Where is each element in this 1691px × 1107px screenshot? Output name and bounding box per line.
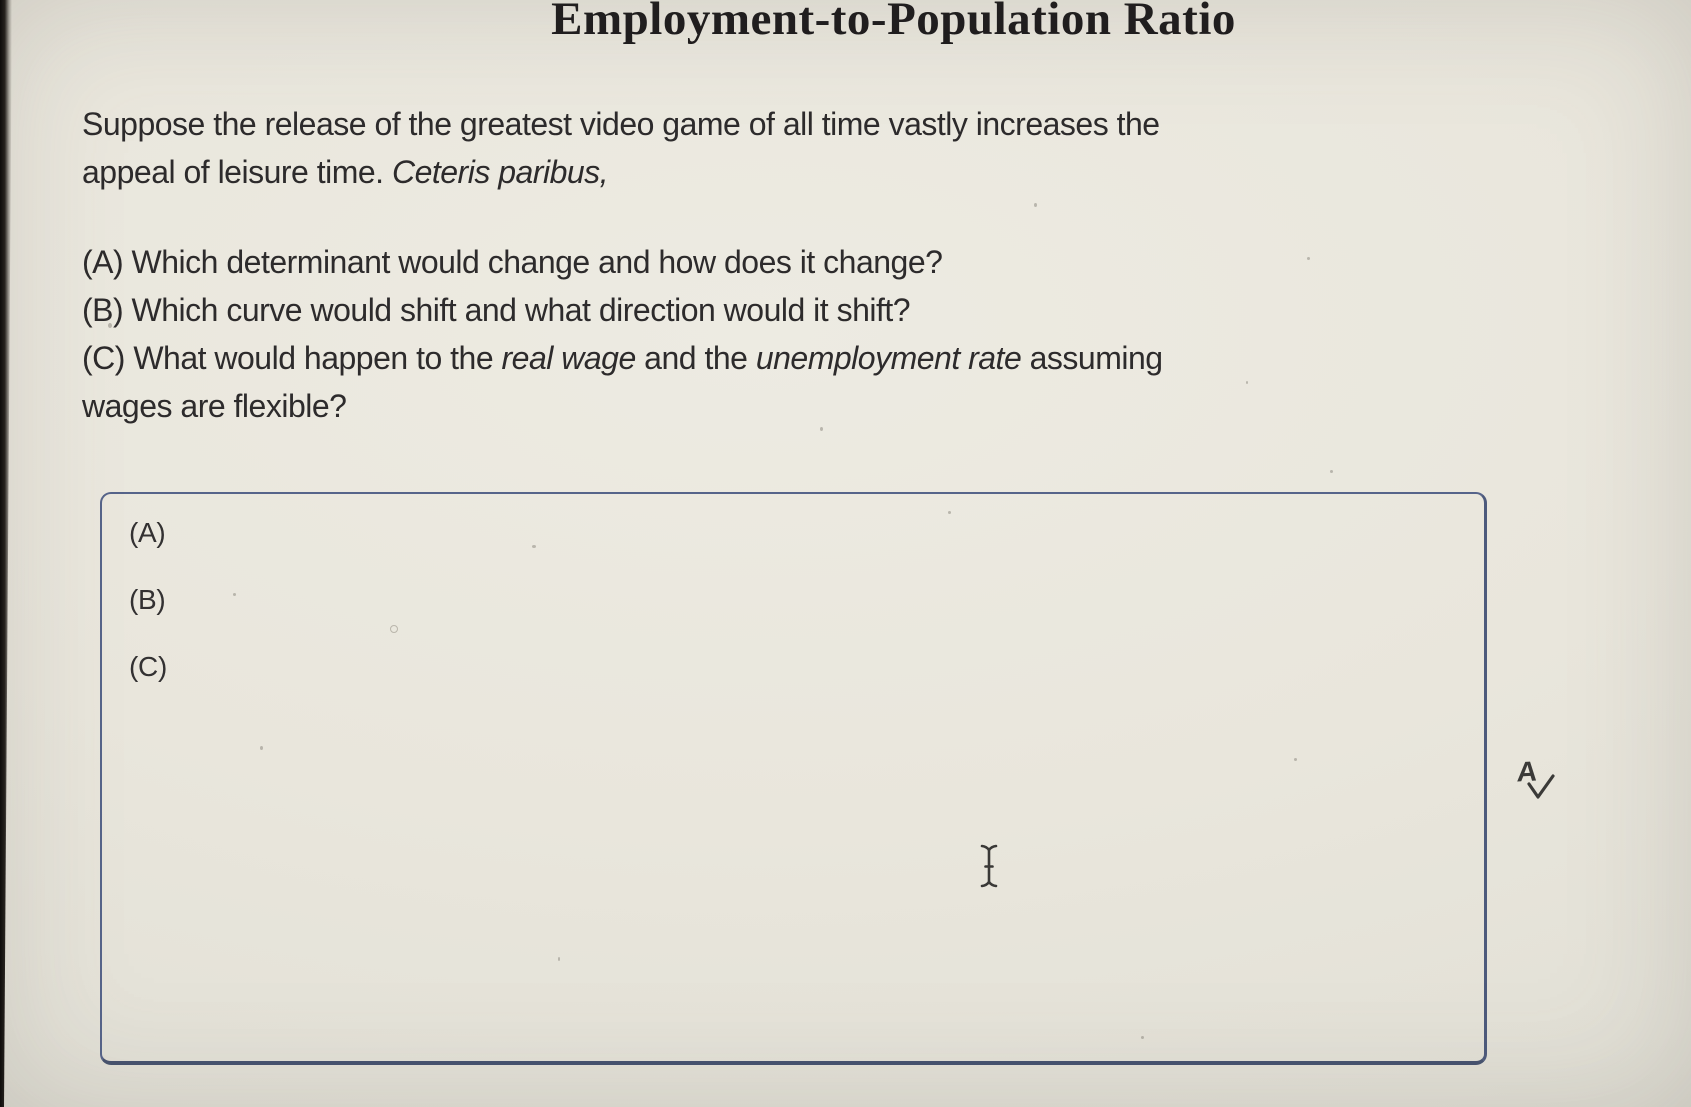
dust-speck (1294, 758, 1297, 761)
dust-speck (390, 625, 398, 633)
checkmark-icon (1526, 773, 1556, 806)
dust-speck (1330, 470, 1333, 473)
dust-speck (108, 323, 112, 328)
question-list: (A) Which determinant would change and h… (82, 238, 1163, 430)
dust-speck (1034, 203, 1037, 207)
prompt-line-2-italic: Ceteris paribus, (391, 154, 609, 190)
prompt-line-1: Suppose the release of the greatest vide… (82, 106, 1160, 142)
dust-speck (1141, 1036, 1144, 1039)
answer-box[interactable]: (A) (B) (C) (100, 492, 1487, 1065)
text-cursor-icon (976, 843, 1002, 894)
question-b: (B) Which curve would shift and what dir… (82, 292, 911, 328)
question-c-italic-1: real wage (501, 340, 637, 376)
prompt-line-2: appeal of leisure time. Ceteris paribus, (82, 148, 1160, 196)
prompt-paragraph: Suppose the release of the greatest vide… (82, 100, 1160, 196)
question-c-text-2: and the (635, 340, 756, 376)
question-c-text-1: (C) What would happen to the (82, 340, 502, 376)
spellcheck-icon[interactable]: A (1516, 755, 1563, 808)
answer-label-b: (B) (129, 584, 166, 615)
prompt-line-2-text: appeal of leisure time. (82, 154, 392, 190)
question-c-text-3: assuming (1021, 340, 1163, 376)
dust-speck (948, 511, 951, 514)
question-a: (A) Which determinant would change and h… (82, 244, 943, 280)
dust-speck (532, 545, 536, 548)
photo-left-edge (0, 0, 12, 1107)
question-c-italic-2: unemployment rate (755, 340, 1022, 376)
question-c-line-2: wages are flexible? (82, 388, 347, 424)
dust-speck (1307, 257, 1310, 260)
page-title: Employment-to-Population Ratio (551, 0, 1236, 45)
dust-speck (1246, 381, 1248, 384)
dust-speck (820, 427, 823, 431)
answer-label-c: (C) (129, 651, 167, 682)
dust-speck (233, 593, 236, 596)
dust-speck (558, 957, 560, 961)
dust-speck (260, 746, 263, 750)
answer-label-a: (A) (129, 517, 166, 548)
question-c: (C) What would happen to the real wage a… (82, 334, 1163, 382)
